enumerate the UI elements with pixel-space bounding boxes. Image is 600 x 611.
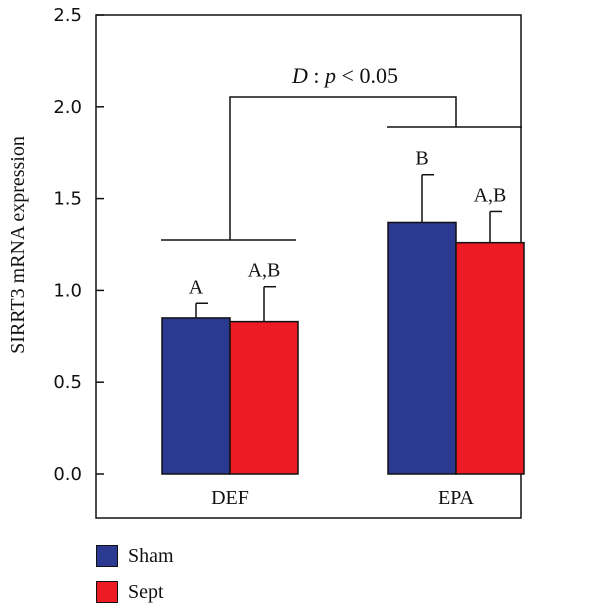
x-tick-label-def: DEF	[211, 487, 249, 509]
bar-sept-def	[229, 320, 299, 475]
y-tick-label-1: 0.5	[53, 372, 82, 393]
y-tick-label-2: 1.0	[53, 280, 82, 301]
x-tick-label-epa: EPA	[438, 487, 475, 509]
letter-label-sept-epa: A,B	[474, 184, 507, 206]
bar-sept-epa	[455, 241, 525, 475]
letter-label-sham-def: A	[189, 276, 204, 298]
legend-swatch-sham	[96, 545, 118, 567]
bars: A B A,B A,B	[161, 148, 525, 475]
significance-annotation: D : p < 0.05	[291, 63, 398, 88]
y-tick-label-0: 0.0	[53, 464, 82, 485]
y-tick-label-3: 1.5	[53, 189, 82, 210]
legend-label-sham: Sham	[128, 544, 174, 567]
y-axis: 0.0 0.5 1.0 1.5 2.0 2.5	[53, 5, 104, 485]
bar-sham-epa	[387, 221, 457, 475]
y-axis-label: SIRRT3 mRNA expression	[7, 136, 29, 354]
bracket-connector	[229, 96, 457, 240]
legend-item-sham: Sham	[96, 538, 174, 574]
bar-sham-def	[161, 317, 231, 475]
significance-brackets	[161, 96, 522, 241]
letter-label-sept-def: A,B	[248, 260, 281, 282]
legend: Sham Sept	[96, 538, 174, 610]
legend-label-sept: Sept	[128, 580, 164, 603]
x-axis: DEF EPA	[211, 487, 474, 509]
letter-label-sham-epa: B	[415, 148, 428, 170]
bar-chart: 0.0 0.5 1.0 1.5 2.0 2.5 A B A,B A,B DEF EPA SIRRT…	[7, 5, 525, 519]
legend-swatch-sept	[96, 581, 118, 603]
y-tick-label-4: 2.0	[53, 97, 82, 118]
legend-item-sept: Sept	[96, 574, 174, 610]
y-tick-label-5: 2.5	[53, 5, 82, 26]
